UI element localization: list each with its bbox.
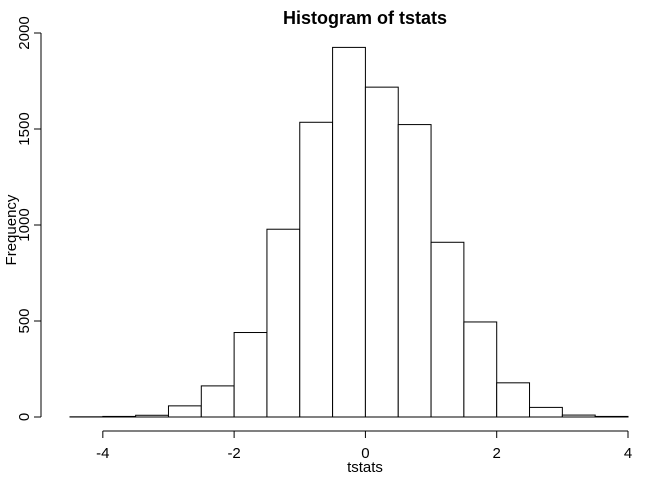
histogram-bar — [135, 414, 169, 418]
histogram-bar — [397, 124, 432, 418]
x-tick-label: -2 — [227, 445, 240, 462]
y-axis-label: Frequency — [3, 194, 20, 265]
y-tick-label: 500 — [16, 308, 33, 333]
histogram-bar — [463, 321, 498, 418]
chart-title: Histogram of tstats — [283, 8, 447, 28]
x-tick-label: -4 — [96, 445, 109, 462]
histogram-bar — [233, 332, 268, 418]
histogram-bar — [364, 86, 399, 418]
histogram-bars — [69, 46, 629, 418]
x-tick-label: 2 — [493, 445, 501, 462]
histogram-bar — [266, 228, 301, 418]
y-tick-label: 2000 — [16, 16, 33, 49]
x-axis-label: tstats — [347, 459, 383, 476]
y-tick-label: 1500 — [16, 112, 33, 145]
histogram-bar — [299, 121, 334, 418]
x-tick-label: 0 — [361, 445, 369, 462]
histogram-bar — [167, 405, 202, 418]
histogram-bar — [430, 241, 465, 418]
y-axis: 0 500 1000 1500 2000 — [16, 16, 42, 421]
x-axis: -4 -2 0 2 4 — [96, 430, 632, 462]
y-tick-label: 1000 — [16, 208, 33, 241]
histogram-bar — [332, 46, 366, 418]
x-tick-label: 4 — [624, 445, 632, 462]
histogram-bar — [561, 414, 596, 418]
histogram-bar — [496, 382, 531, 418]
histogram-bar — [594, 415, 629, 418]
histogram-bar — [200, 385, 235, 418]
histogram-bar — [102, 415, 137, 418]
y-tick-label: 0 — [16, 413, 33, 421]
histogram-bar — [529, 406, 563, 418]
